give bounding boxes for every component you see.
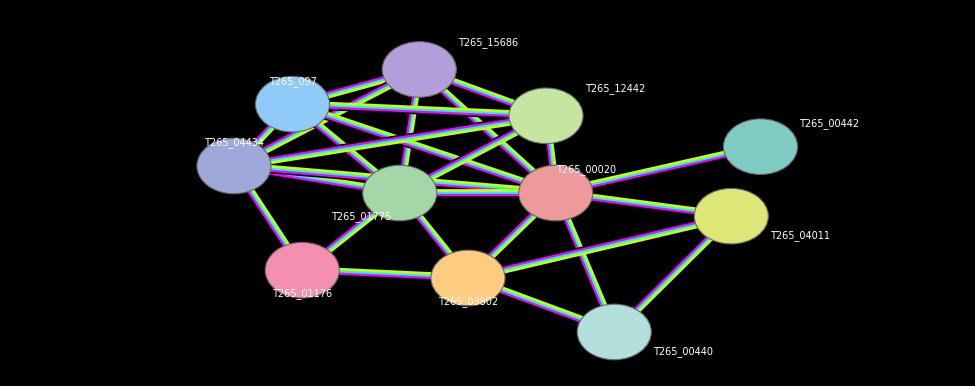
Ellipse shape: [694, 188, 768, 244]
Text: T265_03802: T265_03802: [438, 296, 498, 306]
Ellipse shape: [363, 165, 437, 221]
Ellipse shape: [265, 242, 339, 298]
Text: T265_01775: T265_01775: [331, 211, 391, 222]
Ellipse shape: [431, 250, 505, 306]
Text: T265_00440: T265_00440: [653, 346, 714, 357]
Ellipse shape: [723, 119, 798, 174]
Ellipse shape: [519, 165, 593, 221]
Text: T265_04434: T265_04434: [204, 137, 264, 148]
Text: T265_01176: T265_01176: [272, 288, 332, 299]
Text: T265_00442: T265_00442: [800, 118, 860, 129]
Text: T265_097: T265_097: [268, 76, 317, 86]
Ellipse shape: [577, 304, 651, 360]
Text: T265_04011: T265_04011: [770, 230, 831, 241]
Ellipse shape: [382, 42, 456, 97]
Text: T265_00020: T265_00020: [556, 164, 616, 175]
Ellipse shape: [197, 138, 271, 194]
Text: T265_15686: T265_15686: [458, 37, 519, 48]
Text: T265_12442: T265_12442: [585, 83, 645, 94]
Ellipse shape: [255, 76, 330, 132]
Ellipse shape: [509, 88, 583, 144]
